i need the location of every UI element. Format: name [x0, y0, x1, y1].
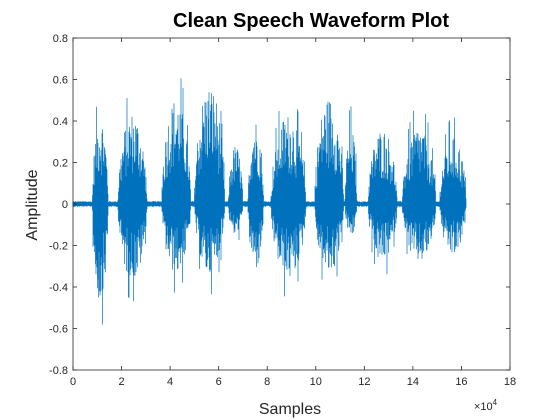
waveform-series	[72, 78, 467, 325]
x-tick-label: 10	[310, 376, 322, 388]
axis-ticks: 0 2 4 6 8 10 12 14 16 18 -0.8 -0.6 -0.4 -0.2 0 0.2 0.4 0.…	[49, 33, 516, 388]
x-tick-label: 2	[118, 376, 124, 388]
x-tick-label: 14	[407, 376, 419, 388]
x-exponent-label: ×104	[474, 398, 498, 413]
y-tick-label: -0.4	[49, 282, 68, 294]
y-tick-label: 0.2	[53, 158, 68, 170]
x-tick-label: 12	[358, 376, 370, 388]
chart-title: Clean Speech Waveform Plot	[173, 10, 449, 32]
y-tick-label: -0.8	[49, 365, 68, 377]
y-tick-label: -0.6	[49, 324, 68, 336]
y-tick-label: 0	[62, 199, 68, 211]
x-axis-label: Samples	[259, 401, 321, 418]
x-tick-label: 4	[167, 376, 173, 388]
x-tick-label: 16	[455, 376, 467, 388]
y-tick-label: 0.8	[53, 33, 68, 45]
x-tick-label: 6	[216, 376, 222, 388]
plot-area	[72, 78, 467, 325]
y-tick-label: 0.6	[53, 75, 68, 87]
x-tick-label: 0	[70, 376, 76, 388]
y-tick-label: -0.2	[49, 241, 68, 253]
y-tick-label: 0.4	[53, 116, 68, 128]
x-tick-label: 8	[264, 376, 270, 388]
x-tick-label: 18	[504, 376, 516, 388]
y-axis-label: Amplitude	[24, 169, 41, 240]
